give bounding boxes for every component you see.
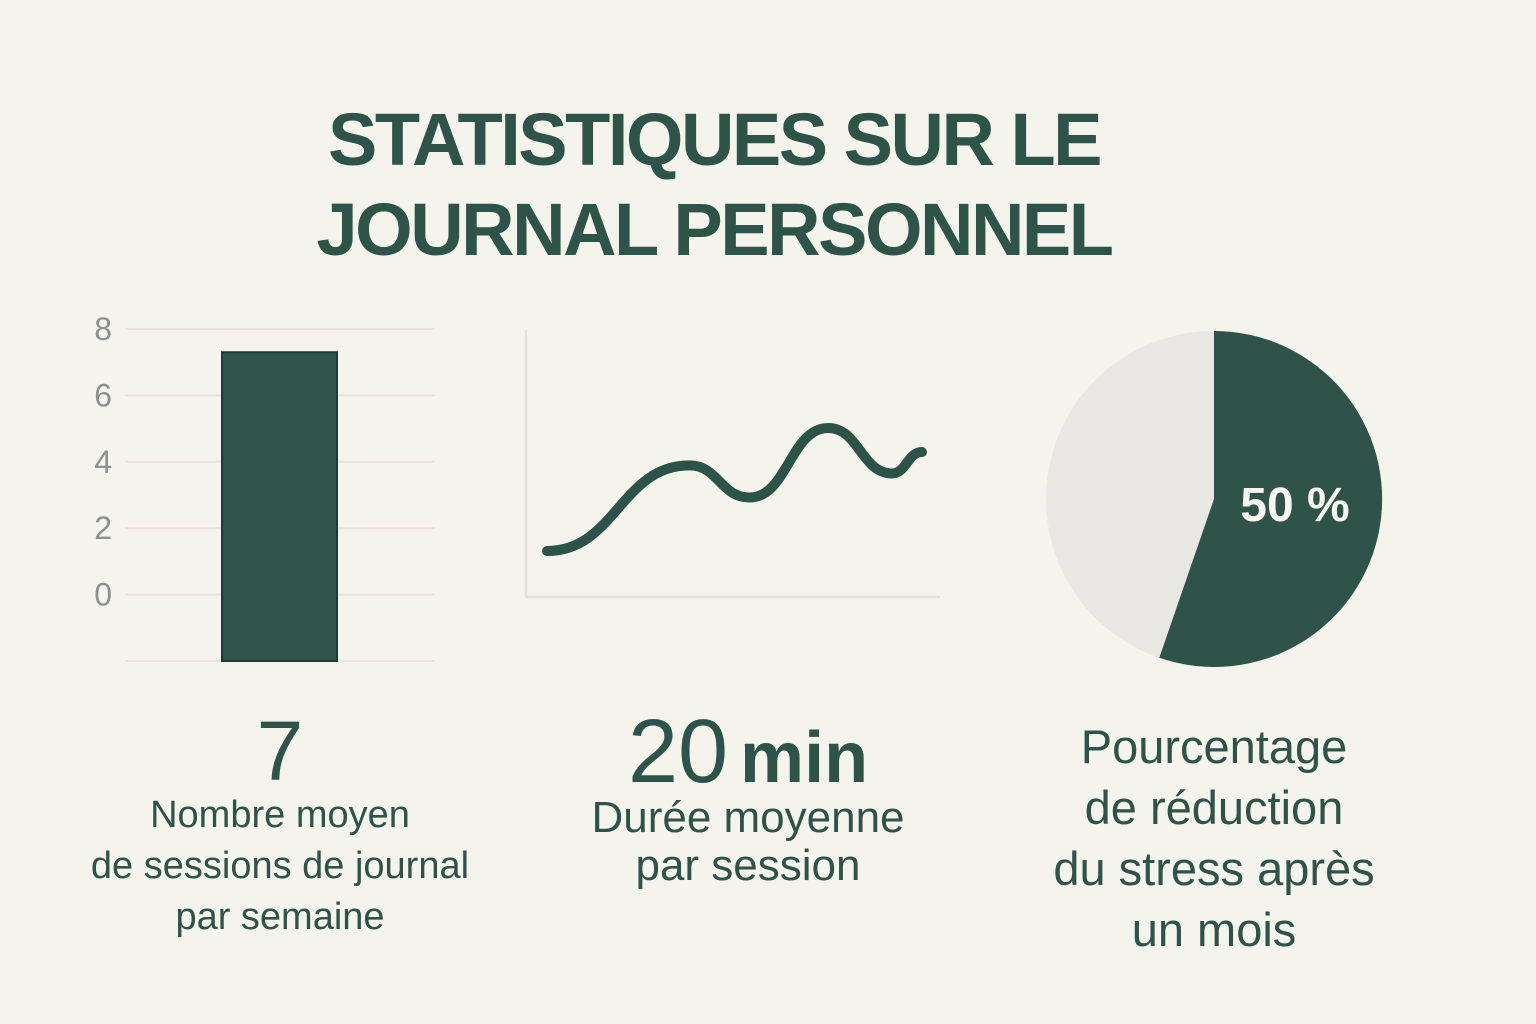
stat-label-line: par semaine [175,896,385,938]
y-tick-label: 4 [94,444,112,480]
y-tick-label: 6 [94,377,112,413]
stat-duration-label: Durée moyenne par session [548,794,948,890]
bar [221,351,338,663]
y-tick-label: 0 [94,577,112,613]
stat-label-line: un mois [1131,903,1297,956]
pie-percentage-label: 50 % [1240,479,1349,532]
stat-label-line: Durée moyenne [591,793,905,842]
stat-label-line: de réduction [1084,781,1344,834]
stat-sessions-value: 7 [256,704,304,798]
page-title-line-2: JOURNAL PERSONNEL [316,188,1114,271]
stat-label-line: de sessions de journal [90,845,470,887]
stat-duration-unit: min [740,718,869,798]
stat-label-line: par session [635,841,861,890]
trend-line [542,422,927,556]
stat-stress-label: Pourcentage de réduction du stress après… [1004,716,1424,960]
stat-label-line: Pourcentage [1080,720,1348,773]
y-tick-label: 8 [94,311,112,347]
page-title: STATISTIQUES SUR LE JOURNAL PERSONNEL [0,95,1428,275]
line-chart [524,330,940,599]
bar-chart: 8 6 4 2 0 [94,311,435,663]
stat-label-line: du stress après [1053,842,1375,895]
stat-label-line: Nombre moyen [150,794,410,836]
y-tick-label: 2 [94,510,112,546]
stat-duration-value: 20 min [548,701,948,804]
axis-line [524,330,940,599]
pie-slice-green [1159,330,1383,667]
stat-duration-number: 20 [627,702,729,802]
pie-chart: 50 % [1046,330,1383,667]
stat-sessions-label: Nombre moyen de sessions de journal par … [35,790,525,943]
page-title-line-1: STATISTIQUES SUR LE [327,98,1103,181]
